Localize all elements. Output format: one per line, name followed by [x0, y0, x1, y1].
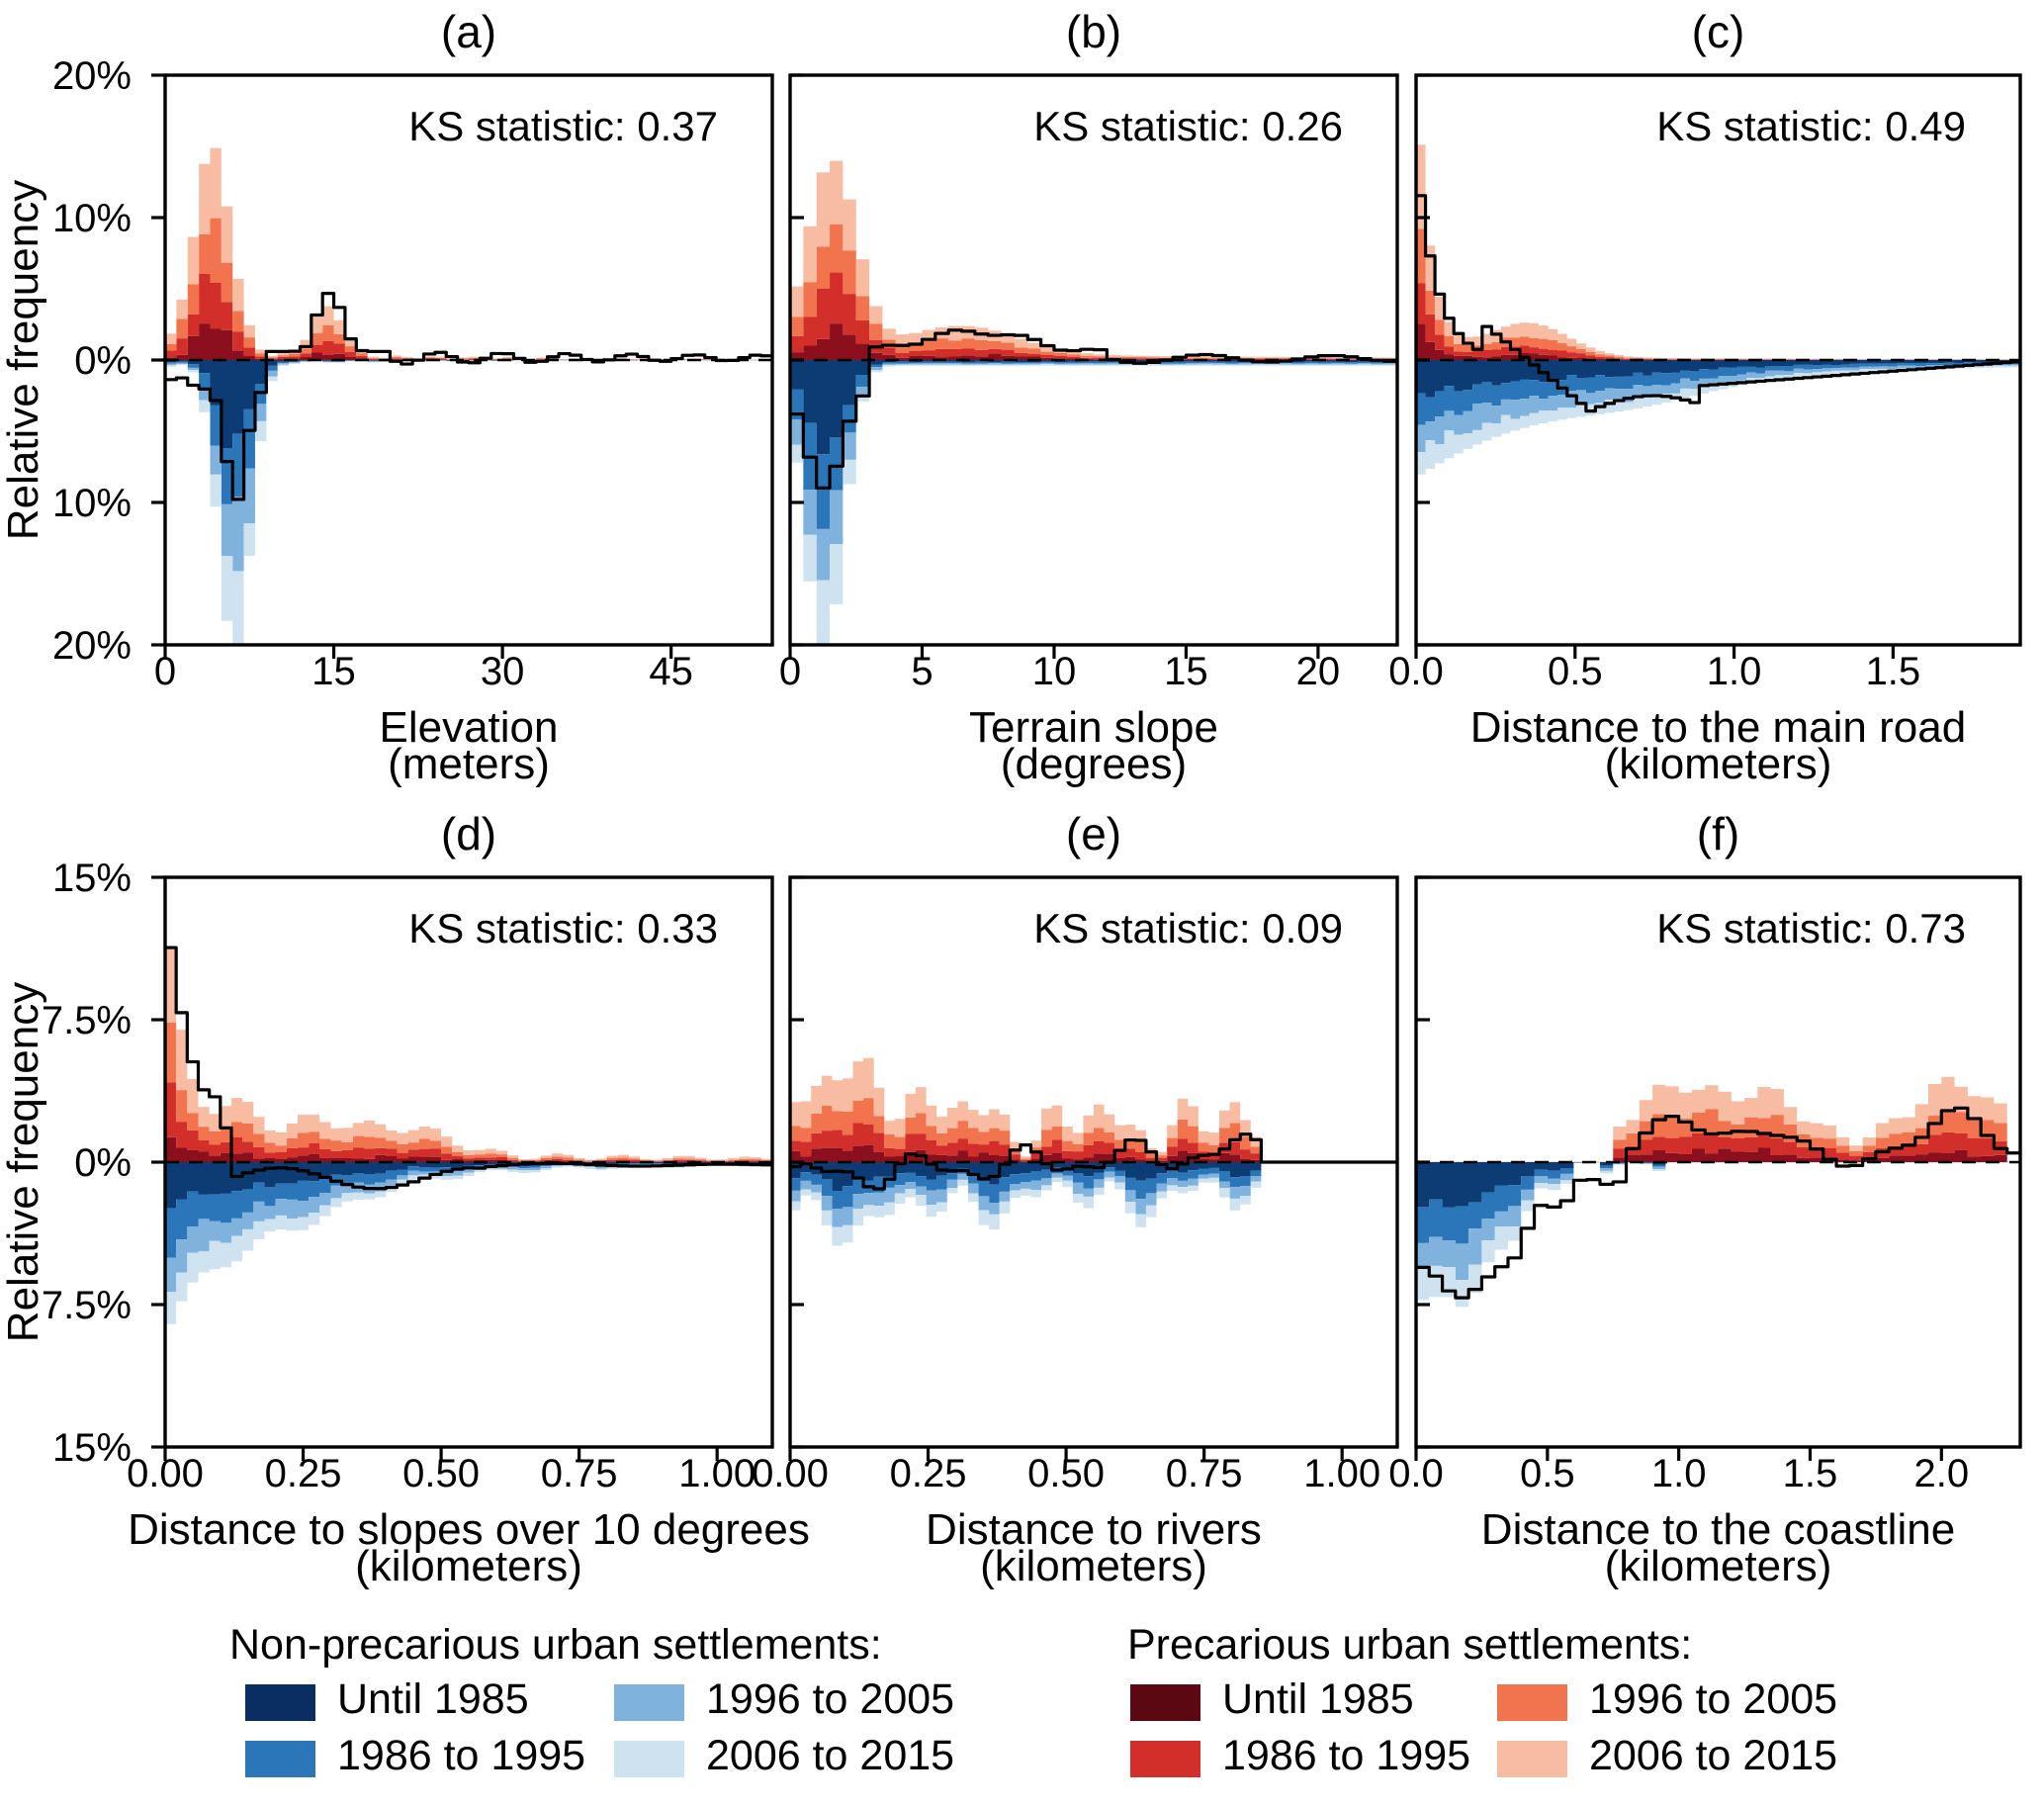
svg-text:(c): (c): [1692, 6, 1745, 57]
svg-text:15: 15: [1164, 650, 1208, 693]
svg-text:0.50: 0.50: [1027, 1452, 1105, 1495]
svg-text:0.50: 0.50: [402, 1452, 480, 1495]
svg-text:5: 5: [911, 650, 933, 693]
svg-text:(degrees): (degrees): [1001, 740, 1187, 788]
svg-text:Until 1985: Until 1985: [1222, 1675, 1414, 1723]
svg-text:(a): (a): [441, 6, 496, 57]
svg-text:(d): (d): [441, 808, 496, 859]
svg-text:1.00: 1.00: [678, 1452, 755, 1495]
svg-text:KS statistic: 0.73: KS statistic: 0.73: [1656, 905, 1966, 951]
svg-text:(kilometers): (kilometers): [1605, 1542, 1832, 1590]
svg-text:(meters): (meters): [388, 740, 550, 788]
svg-text:0.25: 0.25: [265, 1452, 342, 1495]
svg-text:20%: 20%: [52, 54, 132, 98]
svg-text:1.00: 1.00: [1303, 1452, 1380, 1495]
svg-text:0%: 0%: [74, 1141, 132, 1185]
svg-text:Until 1985: Until 1985: [337, 1675, 529, 1723]
svg-text:1986 to 1995: 1986 to 1995: [337, 1732, 585, 1779]
svg-text:1986 to 1995: 1986 to 1995: [1222, 1732, 1470, 1779]
svg-text:15%: 15%: [52, 857, 132, 900]
svg-text:20%: 20%: [52, 624, 132, 668]
svg-text:0.5: 0.5: [1548, 650, 1603, 693]
svg-text:0.00: 0.00: [127, 1452, 204, 1495]
svg-text:(b): (b): [1066, 6, 1121, 57]
svg-text:KS statistic: 0.26: KS statistic: 0.26: [1033, 103, 1343, 149]
svg-text:7.5%: 7.5%: [42, 999, 132, 1042]
svg-text:Relative frequency: Relative frequency: [0, 180, 47, 540]
svg-text:(kilometers): (kilometers): [980, 1542, 1207, 1590]
svg-text:1.0: 1.0: [1707, 650, 1762, 693]
svg-text:0: 0: [779, 650, 801, 693]
svg-text:1.5: 1.5: [1783, 1452, 1838, 1495]
svg-text:KS statistic: 0.09: KS statistic: 0.09: [1033, 905, 1343, 951]
svg-text:2006 to 2015: 2006 to 2015: [1589, 1732, 1837, 1779]
svg-text:30: 30: [481, 650, 525, 693]
svg-text:1.0: 1.0: [1651, 1452, 1707, 1495]
svg-text:(f): (f): [1697, 808, 1739, 859]
svg-text:0.75: 0.75: [1166, 1452, 1243, 1495]
svg-text:15%: 15%: [52, 1426, 132, 1470]
svg-text:20: 20: [1296, 650, 1341, 693]
svg-text:0.75: 0.75: [541, 1452, 618, 1495]
svg-text:0.25: 0.25: [890, 1452, 967, 1495]
svg-text:0.00: 0.00: [752, 1452, 829, 1495]
svg-text:KS statistic: 0.37: KS statistic: 0.37: [408, 103, 718, 149]
svg-text:0.0: 0.0: [1388, 1452, 1444, 1495]
svg-text:Relative frequency: Relative frequency: [0, 982, 47, 1342]
svg-text:1996 to 2005: 1996 to 2005: [706, 1675, 954, 1723]
svg-text:0: 0: [154, 650, 176, 693]
svg-text:0.5: 0.5: [1520, 1452, 1575, 1495]
svg-text:KS statistic: 0.33: KS statistic: 0.33: [408, 905, 718, 951]
svg-text:KS statistic: 0.49: KS statistic: 0.49: [1656, 103, 1966, 149]
svg-text:2.0: 2.0: [1913, 1452, 1969, 1495]
svg-text:10%: 10%: [52, 482, 132, 525]
svg-text:45: 45: [649, 650, 693, 693]
svg-text:1.5: 1.5: [1866, 650, 1921, 693]
svg-text:Precarious urban settlements:: Precarious urban settlements:: [1127, 1621, 1692, 1669]
svg-text:(e): (e): [1066, 808, 1121, 859]
svg-text:(kilometers): (kilometers): [355, 1542, 582, 1590]
svg-text:10: 10: [1032, 650, 1077, 693]
svg-text:10%: 10%: [52, 197, 132, 240]
svg-text:1996 to 2005: 1996 to 2005: [1589, 1675, 1837, 1723]
svg-text:0.0: 0.0: [1388, 650, 1444, 693]
svg-text:7.5%: 7.5%: [42, 1284, 132, 1327]
svg-text:15: 15: [311, 650, 356, 693]
svg-text:2006 to 2015: 2006 to 2015: [706, 1732, 954, 1779]
svg-text:(kilometers): (kilometers): [1605, 740, 1832, 788]
svg-text:0%: 0%: [74, 339, 132, 383]
svg-text:Non-precarious urban settlemen: Non-precarious urban settlements:: [229, 1621, 882, 1669]
